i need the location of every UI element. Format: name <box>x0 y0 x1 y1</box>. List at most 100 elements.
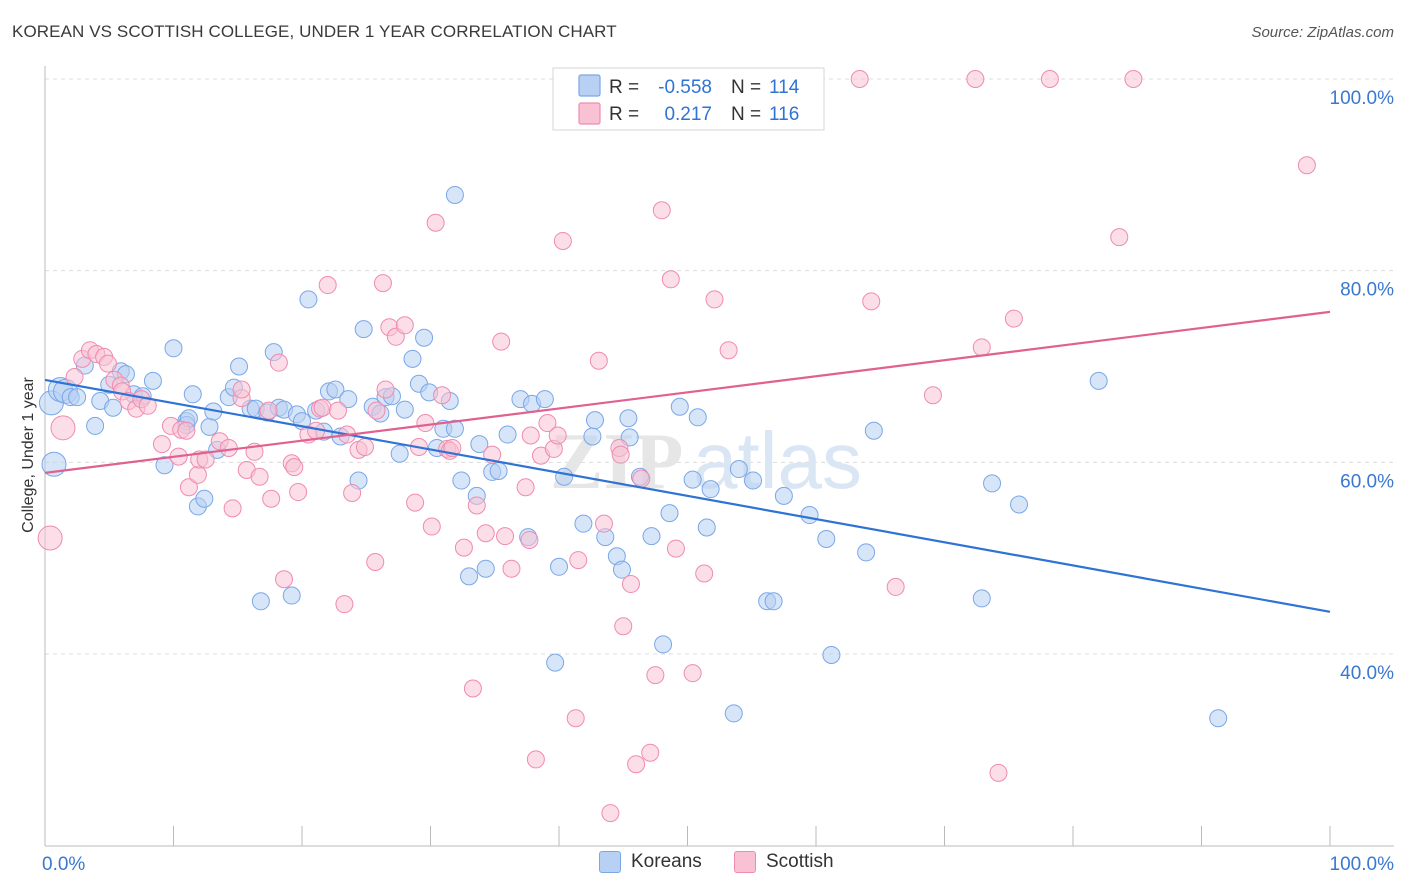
scottish-point <box>601 804 620 823</box>
scottish-point <box>683 664 702 683</box>
legend-scottish-r-label: R = <box>609 104 639 125</box>
korean-point <box>1209 709 1228 728</box>
scottish-point <box>275 570 294 589</box>
scottish-point <box>152 435 171 454</box>
korean-point <box>104 398 123 417</box>
scottish-point <box>611 445 630 464</box>
legend-korean-r-label: R = <box>609 77 639 98</box>
korean-point <box>489 461 508 480</box>
scottish-point <box>614 617 633 636</box>
trend-lines <box>44 310 1331 613</box>
scottish-point <box>285 458 304 477</box>
korean-point <box>764 592 783 611</box>
korean-point <box>395 400 414 419</box>
scottish-point <box>520 530 539 549</box>
scottish-point <box>98 354 117 373</box>
scottish-point <box>526 750 545 769</box>
scottish-point <box>422 517 441 536</box>
scottish-point <box>313 398 332 417</box>
scottish-point <box>548 426 567 445</box>
scottish-swatch <box>734 851 756 873</box>
scottish-point <box>138 396 157 415</box>
scottish-point <box>621 575 640 594</box>
korean-point <box>155 456 174 475</box>
korean-point <box>535 390 554 409</box>
scottish-point <box>426 213 445 232</box>
scottish-point <box>661 270 680 289</box>
koreans-label: Koreans <box>631 851 702 872</box>
scottish-point <box>188 465 207 484</box>
korean-point <box>403 349 422 368</box>
y-tick-label: 40.0% <box>1340 663 1394 684</box>
scottish-point <box>594 514 613 533</box>
bottom-legend: Koreans Scottish <box>0 851 1406 879</box>
scottish-point <box>328 401 347 420</box>
korean-point <box>143 371 162 390</box>
scottish-point <box>50 415 76 441</box>
scottish-point <box>65 368 84 387</box>
scottish-point <box>179 478 198 497</box>
scottish-point <box>232 380 251 399</box>
scottish-point <box>695 564 714 583</box>
korean-point <box>326 380 345 399</box>
korean-point <box>164 339 183 358</box>
korean-point <box>299 290 318 309</box>
scottish-point <box>627 755 646 774</box>
y-axis-label: College, Under 1 year <box>20 377 37 533</box>
scottish-point <box>652 201 671 220</box>
scottish-point <box>476 524 495 543</box>
korean-point <box>555 467 574 486</box>
korean-point <box>183 385 202 404</box>
legend-korean-n-label: N = <box>731 77 761 98</box>
scottish-point <box>589 351 608 370</box>
korean-point <box>476 559 495 578</box>
scottish-point <box>367 401 386 420</box>
scottish-point <box>1004 309 1023 328</box>
scottish-point <box>972 338 991 357</box>
legend-scottish: Scottish <box>734 851 834 873</box>
scottish-point <box>1110 228 1129 247</box>
korean-point <box>670 397 689 416</box>
scottish-point <box>343 484 362 502</box>
scottish-point <box>1297 156 1316 175</box>
scottish-point <box>719 341 738 360</box>
korean-point <box>282 586 301 605</box>
scottish-point <box>966 70 985 88</box>
scottish-point <box>516 478 535 497</box>
scottish-point <box>259 401 278 420</box>
legend-koreans: Koreans <box>599 851 702 873</box>
scottish-point <box>366 553 385 571</box>
korean-point <box>498 425 517 444</box>
y-tick-labels: 40.0% 60.0% 80.0% 100.0% <box>1330 88 1395 684</box>
scottish-point <box>1124 70 1143 88</box>
korean-point <box>1010 495 1029 514</box>
source-label: Source: ZipAtlas.com <box>1251 24 1394 41</box>
legend-scottish-n-label: N = <box>731 104 761 125</box>
scottish-point <box>492 332 511 351</box>
scottish-point <box>538 414 557 433</box>
scottish-point <box>923 386 942 405</box>
scottish-point <box>406 493 425 512</box>
scottish-point <box>223 499 242 518</box>
scottish-trend-line <box>44 310 1331 474</box>
korean-point <box>983 474 1002 493</box>
scottish-point <box>521 426 540 445</box>
y-tick-label: 80.0% <box>1340 280 1394 301</box>
scottish-point <box>641 743 660 762</box>
scottish-point <box>666 539 685 558</box>
scottish-point <box>262 489 281 508</box>
legend-scottish-swatch <box>578 102 601 125</box>
korean-point <box>390 444 409 463</box>
x-tick-label: 0.0% <box>42 854 85 875</box>
korean-trend-line <box>44 378 1331 613</box>
scottish-point <box>355 438 374 456</box>
korean-point <box>660 504 679 523</box>
scottish-point <box>269 353 288 372</box>
scottish-point <box>467 496 486 515</box>
x-tick-labels: 0.0% 100.0% <box>42 854 1394 875</box>
korean-point <box>800 506 819 525</box>
korean-point <box>857 543 876 562</box>
scottish-point <box>569 551 588 570</box>
scottish-point <box>373 274 392 293</box>
